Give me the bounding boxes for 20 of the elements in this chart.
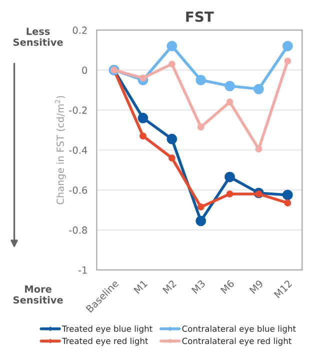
- legend-label: Treated eye red light: [62, 338, 148, 346]
- y-tick-label: -0.8: [69, 226, 87, 234]
- x-tick-label: M1: [134, 280, 148, 294]
- y-tick-label: -0.4: [69, 146, 88, 154]
- text: More Sensitive: [13, 286, 63, 304]
- y-tick-label: -0.2: [69, 106, 87, 114]
- y-tick-label: -1: [78, 266, 87, 274]
- legend-label: Contralateral eye red light: [182, 338, 292, 346]
- y-tick-label: -0.6: [69, 186, 88, 194]
- x-tick-label: M3: [191, 280, 206, 294]
- x-tick-label: M9: [249, 280, 264, 294]
- y-axis-title: Change in FST (cd/m$^{2}$): [55, 96, 66, 204]
- x-tick-label: M2: [162, 280, 176, 294]
- text: Less Sensitive: [13, 28, 63, 46]
- chart-title: FST: [186, 11, 214, 22]
- y-tick-label: 0.2: [72, 26, 87, 34]
- legend-label: Contralateral eye blue light: [182, 325, 296, 334]
- x-tick-label: M6: [220, 280, 235, 294]
- y-tick-label: 0: [82, 66, 88, 74]
- legend-label: Treated eye blue light: [62, 325, 152, 334]
